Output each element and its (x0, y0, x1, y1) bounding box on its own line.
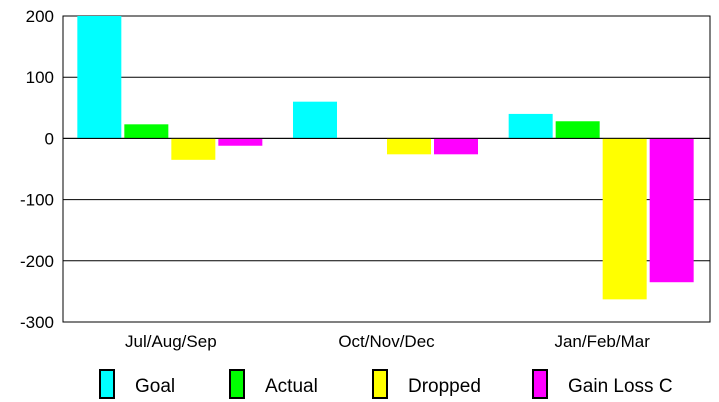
x-tick-labels: Jul/Aug/Sep Oct/Nov/Dec Jan/Feb/Mar (125, 332, 650, 351)
legend-label: Gain Loss C (568, 376, 673, 397)
x-tick-label: Jul/Aug/Sep (125, 332, 217, 351)
bar-goal (293, 101, 337, 139)
y-tick-label: -300 (20, 313, 54, 332)
y-tick-label: 200 (26, 7, 54, 26)
y-tick-label: 0 (45, 129, 54, 148)
y-tick-label: -100 (20, 191, 54, 210)
legend-item: Actual (229, 369, 318, 399)
bar-actual (555, 121, 600, 139)
legend-swatch (99, 369, 115, 399)
legend-item: Dropped (372, 369, 481, 399)
bars (77, 16, 694, 300)
bar-dropped (171, 138, 216, 160)
legend-swatch (372, 369, 388, 399)
y-tick-label: -200 (20, 252, 54, 271)
x-tick-label: Jan/Feb/Mar (554, 332, 650, 351)
bar-dropped (602, 138, 647, 300)
bar-gain-loss-c (649, 138, 694, 283)
legend-label: Actual (265, 376, 318, 397)
bar-actual (124, 124, 169, 139)
plot-frame (62, 15, 711, 323)
plot-area (62, 15, 711, 323)
legend-swatch (532, 369, 548, 399)
legend-label: Dropped (408, 376, 481, 397)
legend: Goal Actual Dropped Gain Loss C (99, 369, 673, 399)
bar-gain-loss-c (434, 138, 478, 155)
legend-item: Gain Loss C (532, 369, 673, 399)
x-tick-label: Oct/Nov/Dec (338, 332, 435, 351)
bar-goal (508, 113, 553, 139)
bar-goal (77, 16, 122, 139)
legend-swatch (229, 369, 245, 399)
bar-gain-loss-c (218, 138, 263, 146)
y-tick-labels: 200 100 0 -100 -200 -300 (20, 7, 54, 332)
bar-dropped (387, 138, 431, 155)
legend-label: Goal (135, 376, 175, 397)
legend-item: Goal (99, 369, 175, 399)
y-tick-label: 100 (26, 68, 54, 87)
